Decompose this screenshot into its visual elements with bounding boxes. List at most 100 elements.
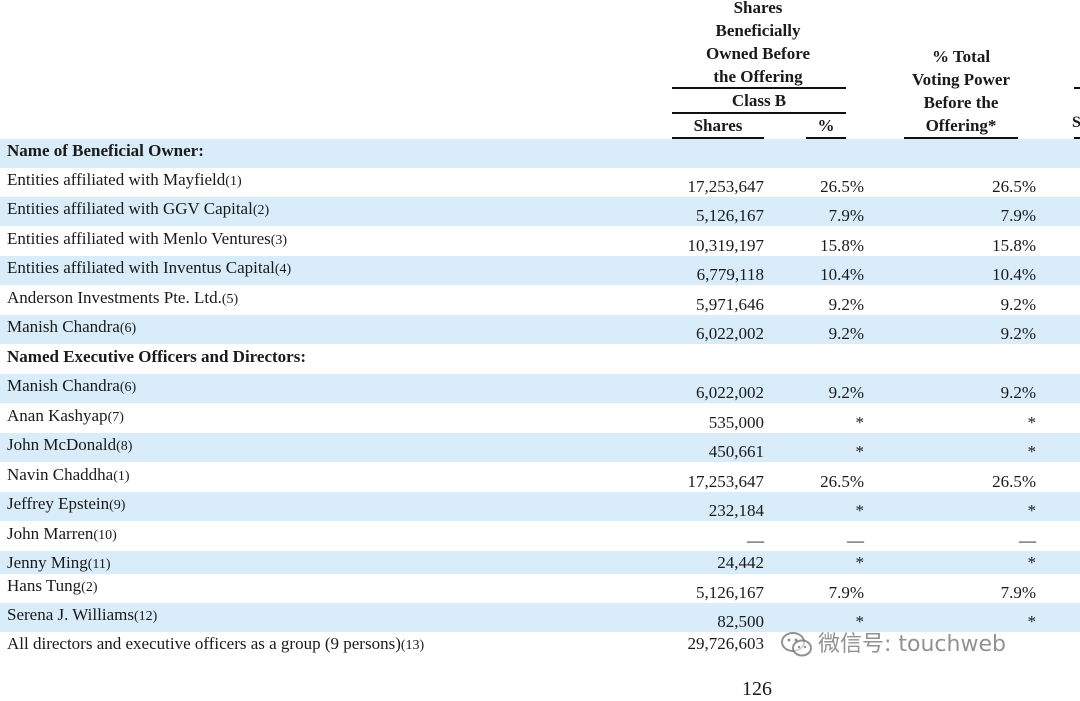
voting-value: — — [1019, 531, 1036, 550]
owner-name: Hans Tung(2) — [7, 576, 98, 595]
owner-name: Jeffrey Epstein(9) — [7, 494, 126, 513]
shares-value: 82,500 — [717, 612, 764, 631]
shares-value: 10,319,197 — [687, 236, 765, 255]
header-line: Owned Before — [705, 44, 811, 63]
class-b-label: Class B — [731, 91, 787, 110]
table-row: Anan Kashyap(7) 535,000 * * — [0, 404, 1080, 433]
owner-name: Manish Chandra(6) — [7, 317, 137, 336]
section-row: Name of Beneficial Owner: — [0, 139, 1080, 168]
footnote-ref: (4) — [274, 262, 292, 277]
voting-value: * — [1027, 413, 1037, 432]
shares-owned-header: Shares Beneficially Owned Before the Off… — [672, 0, 844, 88]
owner-name: Manish Chandra(6) — [7, 376, 137, 395]
pct-value: * — [855, 501, 865, 520]
watermark-text: 微信号: touchweb — [818, 632, 1006, 657]
table-row: Anderson Investments Pte. Ltd.(5) 5,971,… — [0, 286, 1080, 315]
shares-value: 6,779,118 — [696, 265, 764, 284]
shares-value: 5,126,167 — [696, 206, 764, 225]
pct-value: * — [855, 553, 865, 572]
footnote-ref: (3) — [270, 233, 288, 248]
shares-value: 6,022,002 — [696, 383, 764, 402]
pct-value: 9.2% — [828, 324, 864, 343]
voting-value: 9.2% — [1000, 383, 1036, 402]
shares-value: 5,126,167 — [696, 583, 764, 602]
footnote-ref: (12) — [133, 609, 158, 624]
section-row: Named Executive Officers and Directors: — [0, 345, 1080, 374]
owner-name: Entities affiliated with Mayfield(1) — [7, 170, 242, 189]
footnote-ref: (7) — [107, 410, 124, 425]
pct-value: 26.5% — [820, 177, 864, 196]
pct-value: 10.4% — [820, 265, 864, 284]
header-line: Offering* — [925, 116, 997, 135]
table-row: Serena J. Williams(12) 82,500 * * — [0, 603, 1080, 632]
voting-value: 7.9% — [1000, 583, 1036, 602]
owner-name: Entities affiliated with Menlo Ventures(… — [7, 229, 288, 248]
voting-value: * — [1027, 501, 1037, 520]
owner-name: Jenny Ming(11) — [7, 553, 111, 572]
owner-name: Serena J. Williams(12) — [7, 605, 158, 624]
owner-name: Anan Kashyap(7) — [7, 406, 124, 425]
pct-value: * — [855, 442, 865, 461]
footnote-ref: (11) — [87, 557, 111, 572]
voting-value: * — [1027, 612, 1037, 631]
voting-value: 9.2% — [1000, 324, 1036, 343]
header-line: Voting Power — [911, 70, 1011, 89]
header-rule — [672, 112, 846, 114]
shares-value: 535,000 — [708, 413, 764, 432]
voting-value: 7.9% — [1000, 206, 1036, 225]
footnote-ref: (8) — [116, 439, 133, 454]
voting-value: 10.4% — [992, 265, 1036, 284]
shares-value: 17,253,647 — [687, 177, 765, 196]
voting-value: 26.5% — [992, 177, 1036, 196]
watermark: 微信号: touchweb — [780, 626, 1006, 660]
header-line: the Offering — [713, 67, 803, 86]
footnote-ref: (1) — [113, 469, 130, 484]
table-row: Entities affiliated with Mayfield(1) 17,… — [0, 168, 1080, 197]
shares-value: 17,253,647 — [687, 472, 765, 491]
pct-value: 7.9% — [828, 206, 864, 225]
table-row: Jenny Ming(11) 24,442 * * — [0, 551, 1080, 574]
table-row: Jeffrey Epstein(9) 232,184 * * — [0, 492, 1080, 521]
shares-value: — — [747, 531, 764, 550]
footnote-ref: (2) — [252, 203, 270, 218]
shares-value: 24,442 — [717, 553, 764, 572]
footnote-ref: (2) — [81, 580, 98, 595]
footnote-ref: (13) — [400, 638, 425, 653]
pct-value: 9.2% — [828, 295, 864, 314]
clipped-header-glyph: S — [1072, 114, 1080, 131]
voting-power-header: % Total Voting Power Before the Offering… — [898, 45, 1024, 137]
shares-value: 450,661 — [708, 442, 764, 461]
header-rule — [1074, 87, 1080, 89]
header-line: Before the — [923, 93, 999, 112]
table-row: All directors and executive officers as … — [0, 632, 1080, 661]
footnote-ref: (6) — [119, 321, 137, 336]
table-row: Entities affiliated with GGV Capital(2) … — [0, 197, 1080, 226]
header-rule — [672, 87, 846, 89]
table-row: Hans Tung(2) 5,126,167 7.9% 7.9% — [0, 574, 1080, 603]
footnote-ref: (1) — [225, 174, 242, 189]
owner-name: Entities affiliated with Inventus Capita… — [7, 258, 292, 277]
pct-value: 26.5% — [820, 472, 864, 491]
voting-value: 9.2% — [1000, 295, 1036, 314]
col-pct-label: % — [817, 116, 835, 135]
voting-value: * — [1027, 553, 1037, 572]
footnote-ref: (6) — [119, 380, 137, 395]
footnote-ref: (10) — [93, 528, 117, 543]
owner-name: John McDonald(8) — [7, 435, 133, 454]
wechat-icon — [781, 632, 812, 657]
table-row: John McDonald(8) 450,661 * * — [0, 433, 1080, 462]
header-line: Beneficially — [715, 21, 801, 40]
shares-value: 6,022,002 — [696, 324, 764, 343]
owner-name: All directors and executive officers as … — [7, 634, 425, 653]
pct-value: 15.8% — [820, 236, 864, 255]
header-rule — [1074, 137, 1080, 139]
section-title: Name of Beneficial Owner: — [7, 141, 204, 160]
pct-value: 7.9% — [828, 583, 864, 602]
shares-value: 232,184 — [708, 501, 764, 520]
table-row: Navin Chaddha(1) 17,253,647 26.5% 26.5% — [0, 463, 1080, 492]
pct-value: 9.2% — [828, 383, 864, 402]
footnote-ref: (9) — [109, 498, 126, 513]
pct-value: * — [855, 413, 865, 432]
header-rule — [904, 137, 1018, 139]
owner-name: Entities affiliated with GGV Capital(2) — [7, 199, 270, 218]
